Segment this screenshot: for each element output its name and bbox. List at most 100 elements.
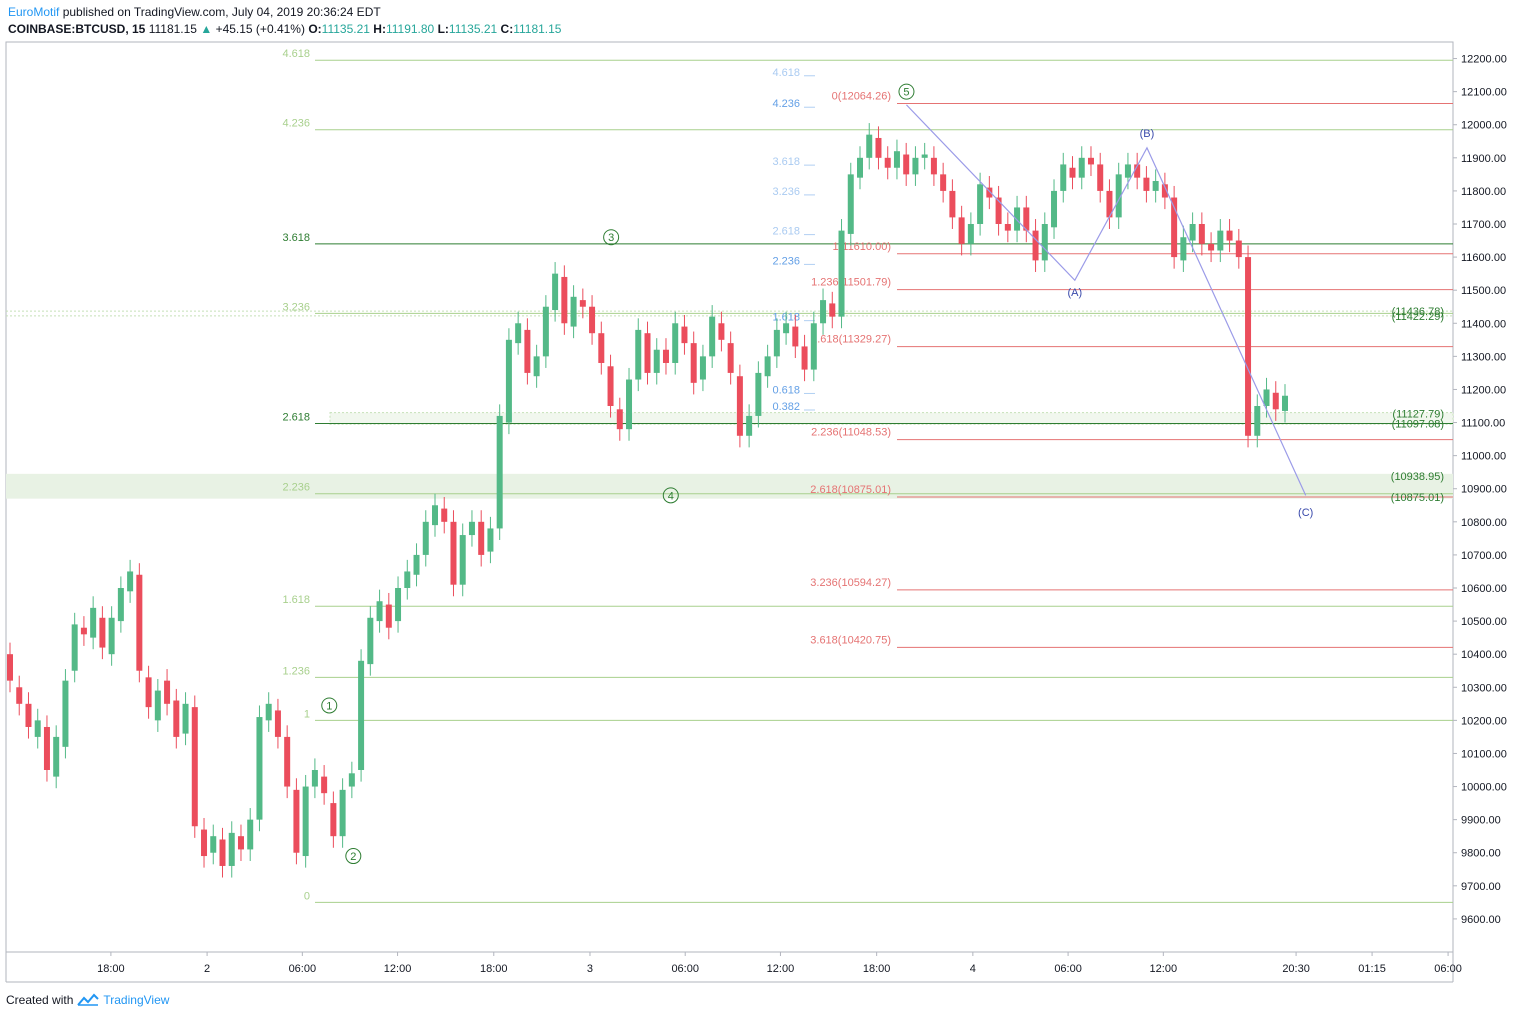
candle-body [385, 604, 392, 628]
candle-body [302, 786, 309, 857]
candle-body [847, 174, 854, 234]
candle-body [635, 329, 642, 380]
corrective-wave-label: (C) [1298, 507, 1313, 519]
candle-body [432, 505, 438, 526]
candle-body [1023, 207, 1030, 231]
candle-body [16, 687, 23, 704]
candle-body [1152, 180, 1159, 191]
tradingview-brand[interactable]: TradingView [103, 993, 170, 1007]
candle-body [404, 571, 411, 588]
candle-body [80, 627, 87, 635]
right-level-label: (11127.79) [1392, 408, 1444, 420]
candle-body [1161, 184, 1168, 198]
support-zone [6, 473, 1453, 499]
candle-body [136, 574, 143, 671]
candle-body [43, 726, 50, 770]
blue-extension-label: 2.618 [772, 226, 800, 238]
candle-body [783, 323, 790, 334]
candle-body [1097, 164, 1104, 191]
fib-retracement-label: 2.618 [282, 412, 310, 424]
tradingview-logo-icon [77, 993, 100, 1006]
candle-body [468, 521, 475, 536]
candle-body [949, 190, 956, 218]
candle-body [154, 690, 161, 721]
blue-extension-label: 2.236 [772, 255, 800, 267]
author-name[interactable]: EuroMotif [8, 5, 60, 19]
impulse-wave-label: 4 [668, 490, 674, 502]
candle-body [99, 617, 106, 648]
fib-retracement-label: 2.236 [282, 482, 310, 494]
y-tick-label: 10300.00 [1461, 682, 1507, 694]
candle-body [145, 677, 152, 708]
candle-body [1004, 224, 1011, 231]
candle-body [1245, 257, 1252, 436]
candle-body [1208, 243, 1215, 251]
up-arrow-icon: ▲ [200, 22, 213, 36]
impulse-wave-label: 2 [350, 851, 356, 863]
right-level-label: (11097.08) [1392, 419, 1444, 431]
fib-extension-label: 3.236(10594.27) [810, 577, 891, 589]
candle-body [247, 819, 254, 850]
candle-body [958, 217, 965, 244]
impulse-wave-circle [662, 487, 679, 504]
x-tick-label: 06:00 [1434, 963, 1462, 975]
candle-body [1226, 230, 1233, 241]
candle-body [1060, 164, 1067, 191]
right-level-label: (10875.01) [1391, 492, 1444, 504]
high-value: 11191.80 [385, 22, 435, 36]
candle-body [487, 528, 494, 552]
blue-extension-label: 0.382 [772, 401, 800, 413]
published-text: published on TradingView.com, July 04, 2… [62, 5, 381, 19]
blue-extension-label: 4.236 [772, 98, 800, 110]
created-with-text: Created with [6, 993, 74, 1007]
symbol-legend: COINBASE:BTCUSD, 15 11181.15 ▲ +45.15 (+… [8, 22, 561, 36]
candle-body [875, 137, 882, 158]
candle-body [108, 617, 115, 655]
corrective-wave-label: (A) [1067, 287, 1082, 299]
y-tick-label: 10000.00 [1461, 782, 1507, 794]
candle-body [201, 829, 208, 857]
candle-body [884, 157, 891, 168]
y-tick-label: 11500.00 [1461, 285, 1506, 297]
candle-body [561, 276, 568, 324]
candle-body [395, 588, 402, 622]
candle-body [690, 343, 697, 383]
candle-body [330, 803, 337, 837]
fib-retracement-label: 4.618 [282, 48, 310, 60]
y-tick-label: 10500.00 [1461, 616, 1507, 628]
impulse-wave-label: 3 [608, 232, 614, 244]
x-tick-label: 18:00 [97, 963, 125, 975]
y-tick-label: 12200.00 [1461, 54, 1507, 66]
candle-body [986, 187, 993, 198]
candle-body [496, 415, 503, 529]
fib-retracement-label: 4.236 [282, 118, 310, 130]
high-label: H: [373, 22, 386, 36]
corrective-wave-label: (B) [1140, 128, 1155, 140]
candle-body [764, 356, 771, 377]
fib-extension-label: 1(11610.00) [832, 241, 891, 253]
candle-body [995, 197, 1002, 224]
y-tick-label: 11900.00 [1461, 153, 1506, 165]
candle-body [727, 343, 734, 373]
y-tick-label: 12100.00 [1461, 87, 1507, 99]
fib-extension-label: 2.236(11048.53) [811, 427, 891, 439]
close-value: 11181.15 [513, 22, 562, 36]
candle-body [533, 356, 540, 377]
candle-body [1143, 177, 1150, 191]
candle-body [552, 273, 559, 311]
candle-body [672, 323, 679, 363]
y-tick-label: 10800.00 [1461, 517, 1507, 529]
y-tick-label: 9700.00 [1461, 881, 1501, 893]
fib-retracement-label: 0 [304, 890, 310, 902]
candle-body [1134, 164, 1141, 178]
candle-body [542, 306, 549, 357]
candle-body [478, 521, 485, 555]
candle-body [709, 316, 716, 357]
candle-body [117, 588, 124, 622]
y-tick-label: 11600.00 [1461, 252, 1506, 264]
x-tick-label: 18:00 [480, 963, 508, 975]
candle-body [838, 230, 845, 317]
candle-body [1171, 197, 1178, 258]
candle-body [7, 654, 13, 681]
